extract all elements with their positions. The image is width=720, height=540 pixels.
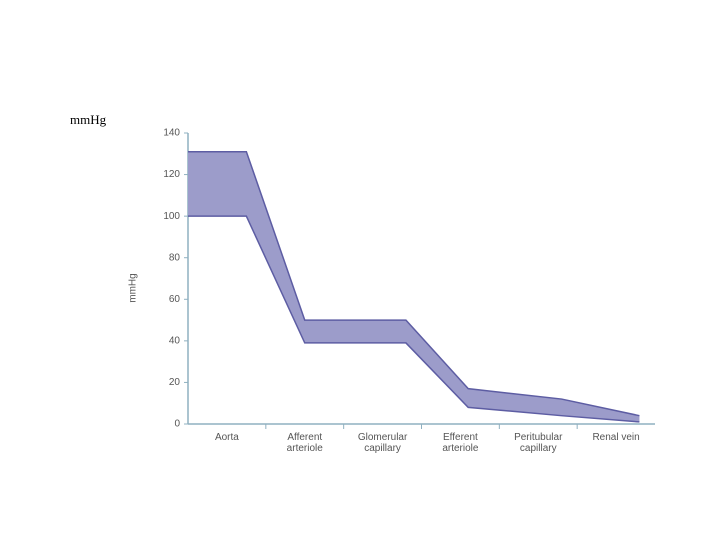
x-tick-label: Glomerular capillary (357, 432, 408, 454)
y-tick-label: 40 (169, 335, 181, 346)
y-tick-label: 120 (163, 169, 180, 180)
y-tick-label: 100 (163, 211, 180, 222)
x-tick-label: Renal vein (592, 432, 640, 443)
y-tick-label: 80 (169, 252, 181, 263)
y-axis-label: mmHg (128, 273, 139, 302)
high-line (188, 150, 640, 417)
x-tick-label: Peritubular capillary (514, 432, 563, 454)
range-band (188, 151, 640, 422)
y-tick-label: 20 (169, 377, 181, 388)
caption: mmHg (70, 112, 107, 127)
y-tick-label: 0 (174, 419, 180, 430)
y-tick-label: 60 (169, 294, 181, 305)
x-tick-label: Afferent arteriole (286, 432, 323, 454)
x-tick-label: Efferent arteriole (442, 432, 479, 454)
y-tick-label: 140 (163, 128, 180, 139)
x-tick-label: Aorta (214, 432, 239, 443)
low-line (188, 215, 640, 423)
